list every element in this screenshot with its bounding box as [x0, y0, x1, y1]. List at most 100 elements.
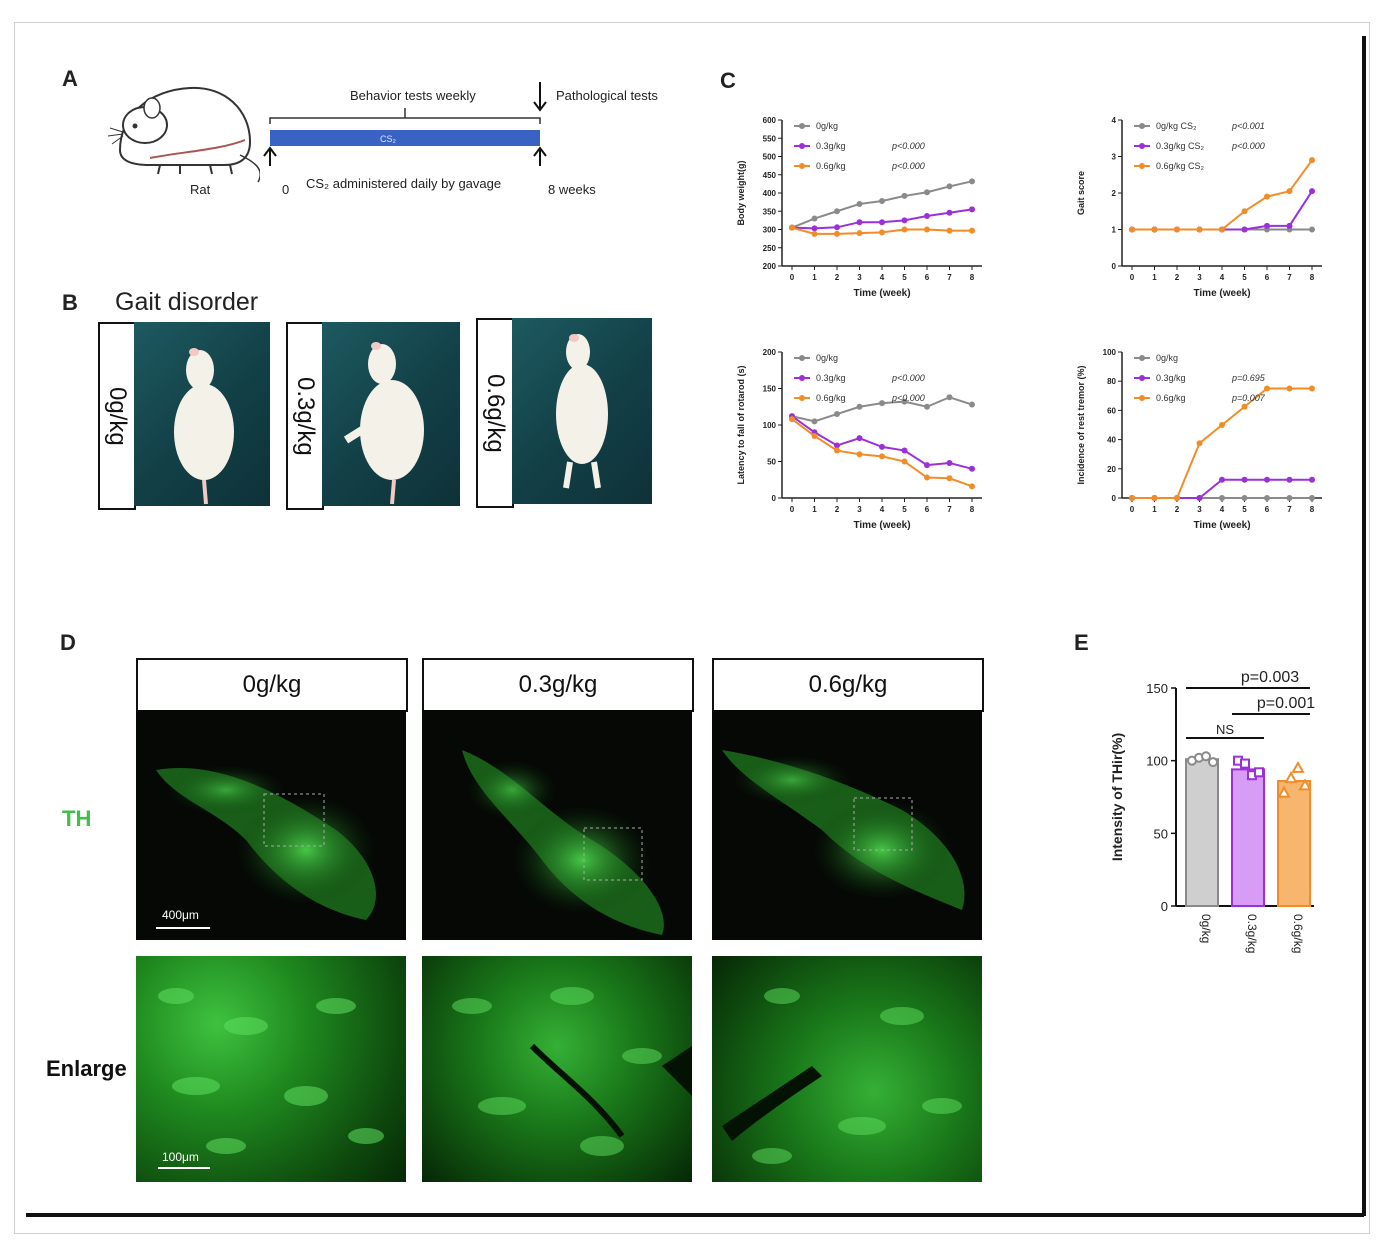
- legend-p-value: p<0.000: [891, 373, 925, 383]
- data-point: [1240, 758, 1250, 769]
- data-point: [1174, 495, 1180, 501]
- y-tick-label: 100: [1103, 348, 1117, 357]
- data-point: [946, 209, 953, 216]
- data-point: [834, 447, 840, 454]
- micro-header-1: 0.3g/kg: [422, 658, 694, 712]
- legend-label: 0.6g/kg: [816, 393, 846, 403]
- data-point: [811, 432, 818, 439]
- data-point: [969, 178, 975, 185]
- y-tick-label: 600: [763, 116, 777, 125]
- data-point: [946, 227, 953, 234]
- x-tick-label: 7: [947, 273, 952, 282]
- data-point: [1286, 188, 1293, 195]
- timeline-bar-label: CS₂: [380, 134, 396, 144]
- x-tick-label: 1: [1152, 505, 1157, 514]
- gait-dose-label: 0.3g/kg: [292, 376, 319, 456]
- x-tick-label: 3: [1197, 505, 1202, 514]
- x-tick-label: 0.6g/kg: [1291, 914, 1305, 953]
- data-point: [969, 206, 975, 213]
- x-tick-label: 5: [1242, 505, 1247, 514]
- y-tick-label: 300: [763, 226, 777, 235]
- x-tick-label: 0.3g/kg: [1245, 914, 1259, 953]
- micro-header-label: 0g/kg: [242, 671, 302, 698]
- x-tick-label: 6: [1265, 505, 1270, 514]
- x-tick-label: 3: [857, 273, 862, 282]
- y-tick-label: 20: [1107, 465, 1116, 474]
- x-tick-label: 2: [1175, 273, 1180, 282]
- p-value: p=0.001: [1257, 695, 1315, 712]
- data-point: [1286, 385, 1293, 392]
- data-point: [834, 230, 840, 237]
- legend-marker: [1139, 163, 1145, 169]
- data-point: [1264, 476, 1270, 483]
- x-tick-label: 5: [902, 505, 907, 514]
- data-point: [1309, 157, 1315, 164]
- legend-p-value: p<0.000: [891, 161, 925, 171]
- legend-p-value: p=0.695: [1231, 373, 1266, 383]
- data-point: [924, 462, 930, 469]
- x-tick-label: 4: [1220, 505, 1225, 514]
- y-tick-label: 60: [1107, 406, 1116, 415]
- series-line: [791, 418, 973, 488]
- data-point: [811, 225, 818, 232]
- data-point: [969, 465, 975, 472]
- data-point: [1286, 222, 1293, 229]
- data-point: [879, 198, 885, 205]
- x-tick-label: 2: [1175, 505, 1180, 514]
- series-line: [1132, 190, 1313, 231]
- th-image-0: 400μm: [136, 710, 406, 940]
- y-tick-label: 0: [1112, 262, 1117, 271]
- x-tick-label: 6: [1265, 273, 1270, 282]
- data-point: [1174, 226, 1180, 233]
- data-point: [901, 398, 908, 405]
- data-point: [856, 219, 863, 226]
- legend-marker: [1139, 355, 1145, 361]
- rat-photo-1: [322, 322, 460, 506]
- data-point: [1196, 495, 1203, 501]
- legend-p-value: p<0.000: [891, 393, 925, 403]
- x-axis-label: Time (week): [1193, 520, 1250, 531]
- x-tick-label: 3: [1197, 273, 1202, 282]
- legend-marker: [1139, 123, 1145, 129]
- legend-label: 0.6g/kg: [816, 161, 846, 171]
- data-point: [1309, 476, 1315, 483]
- data-point: [1219, 422, 1225, 428]
- series-line: [791, 208, 973, 230]
- data-point: [1151, 495, 1158, 501]
- data-point: [789, 224, 795, 231]
- y-tick-label: 350: [763, 207, 777, 216]
- enlarge-image-2: [712, 956, 982, 1182]
- gait-disorder-title: Gait disorder: [115, 288, 259, 316]
- data-point: [1254, 767, 1264, 778]
- data-point: [1264, 193, 1270, 200]
- timeline-end: 8 weeks: [548, 182, 596, 197]
- data-point: [1196, 226, 1203, 233]
- y-tick-label: 400: [763, 189, 777, 198]
- enlarge-image-0: 100μm: [136, 956, 406, 1182]
- x-tick-label: 8: [970, 505, 975, 514]
- y-axis-label: Body weight(g): [736, 161, 746, 226]
- data-point: [1309, 226, 1315, 233]
- data-point: [1264, 385, 1270, 392]
- data-point: [1284, 771, 1298, 784]
- y-tick-label: 150: [1146, 681, 1168, 696]
- legend-label: 0.3g/kg CS₂: [1156, 141, 1205, 151]
- bar: [1231, 768, 1265, 907]
- x-tick-label: 3: [857, 505, 862, 514]
- data-point: [1277, 785, 1291, 798]
- data-point: [946, 459, 953, 466]
- panel-letter-c: C: [720, 68, 736, 93]
- y-tick-label: 2: [1112, 189, 1117, 198]
- x-axis-label: Time (week): [853, 520, 910, 531]
- data-point: [879, 443, 885, 450]
- y-tick-label: 50: [1154, 826, 1168, 841]
- y-tick-label: 200: [763, 348, 777, 357]
- y-tick-label: 0: [772, 494, 777, 503]
- legend-marker: [1139, 143, 1145, 149]
- x-tick-label: 4: [1220, 273, 1225, 282]
- legend-marker: [799, 143, 805, 149]
- data-point: [1219, 495, 1225, 501]
- legend-label: 0g/kg: [816, 353, 838, 363]
- data-point: [1291, 760, 1305, 773]
- x-tick-label: 0: [1130, 273, 1135, 282]
